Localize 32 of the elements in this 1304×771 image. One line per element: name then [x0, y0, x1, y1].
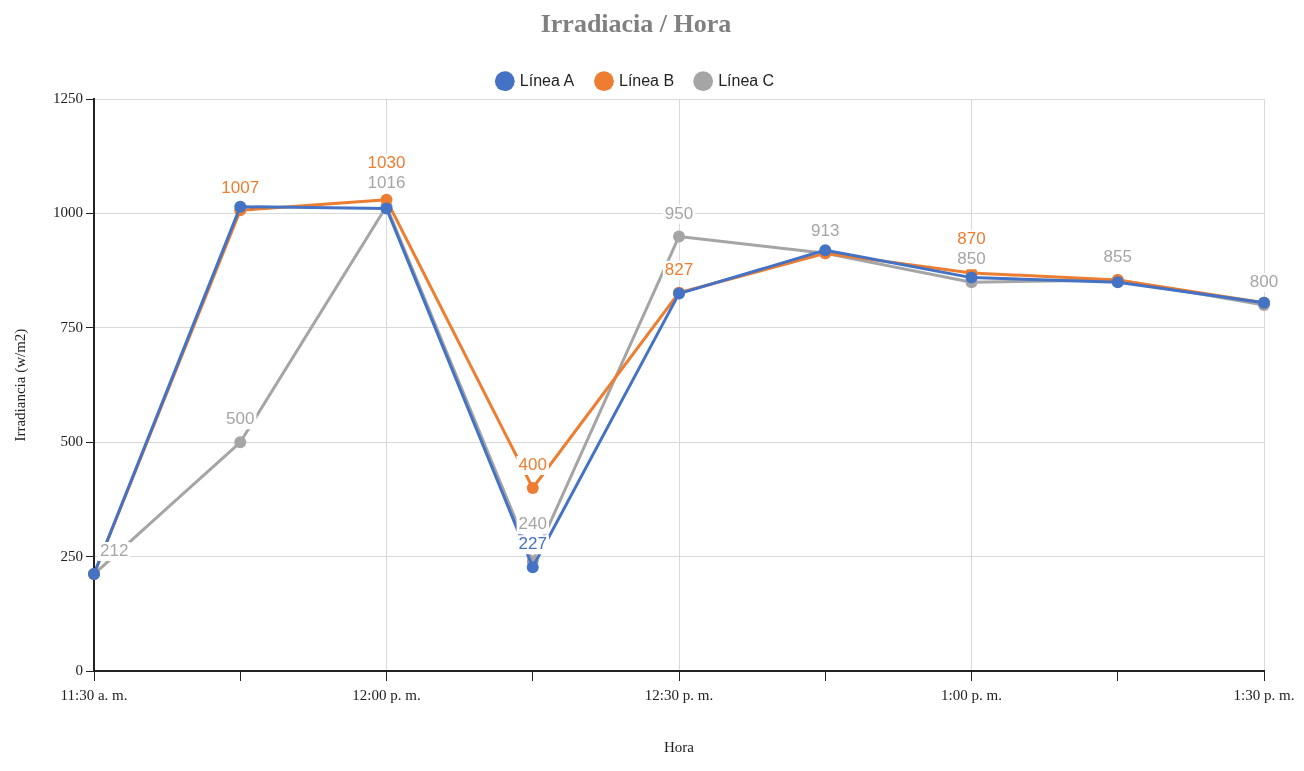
x-tick-label: 11:30 a. m. — [60, 686, 128, 703]
y-tick-label: 750 — [60, 318, 83, 335]
data-label: 800 — [1249, 272, 1279, 292]
y-tick-label: 250 — [60, 547, 83, 564]
y-tick-label: 500 — [60, 433, 83, 450]
data-label: 227 — [518, 534, 547, 554]
x-tick-label: 1:00 p. m. — [941, 686, 1002, 703]
data-label: 855 — [1103, 247, 1132, 267]
x-tick-label: 12:30 p. m. — [644, 686, 714, 703]
y-tick-label: 1250 — [53, 90, 83, 107]
legend-label: Línea B — [618, 71, 675, 89]
y-tick-label: 0 — [75, 661, 83, 678]
data-label: 240 — [518, 514, 547, 534]
data-label: 827 — [664, 259, 694, 279]
data-label: 913 — [811, 220, 840, 240]
data-label: 400 — [518, 455, 547, 475]
data-label: 870 — [957, 229, 986, 249]
x-axis-title: Hora — [664, 738, 695, 755]
x-tick-label: 12:00 p. m. — [352, 686, 421, 703]
legend-label: Línea C — [718, 71, 775, 89]
data-label: 950 — [664, 203, 694, 223]
data-label: 850 — [957, 249, 986, 269]
data-label: 500 — [226, 409, 255, 429]
data-label: 1030 — [367, 153, 406, 173]
y-axis-title: Irradiancia (w/m2) — [11, 328, 29, 442]
y-tick-label: 1000 — [53, 204, 83, 221]
data-label: 212 — [99, 541, 129, 561]
legend-label: Línea A — [519, 71, 575, 89]
chart-title: Irradiacia / Hora — [540, 9, 732, 39]
x-tick-label: 1:30 p. m. — [1233, 686, 1295, 703]
data-label: 1007 — [221, 177, 260, 197]
data-label: 1016 — [367, 173, 406, 193]
